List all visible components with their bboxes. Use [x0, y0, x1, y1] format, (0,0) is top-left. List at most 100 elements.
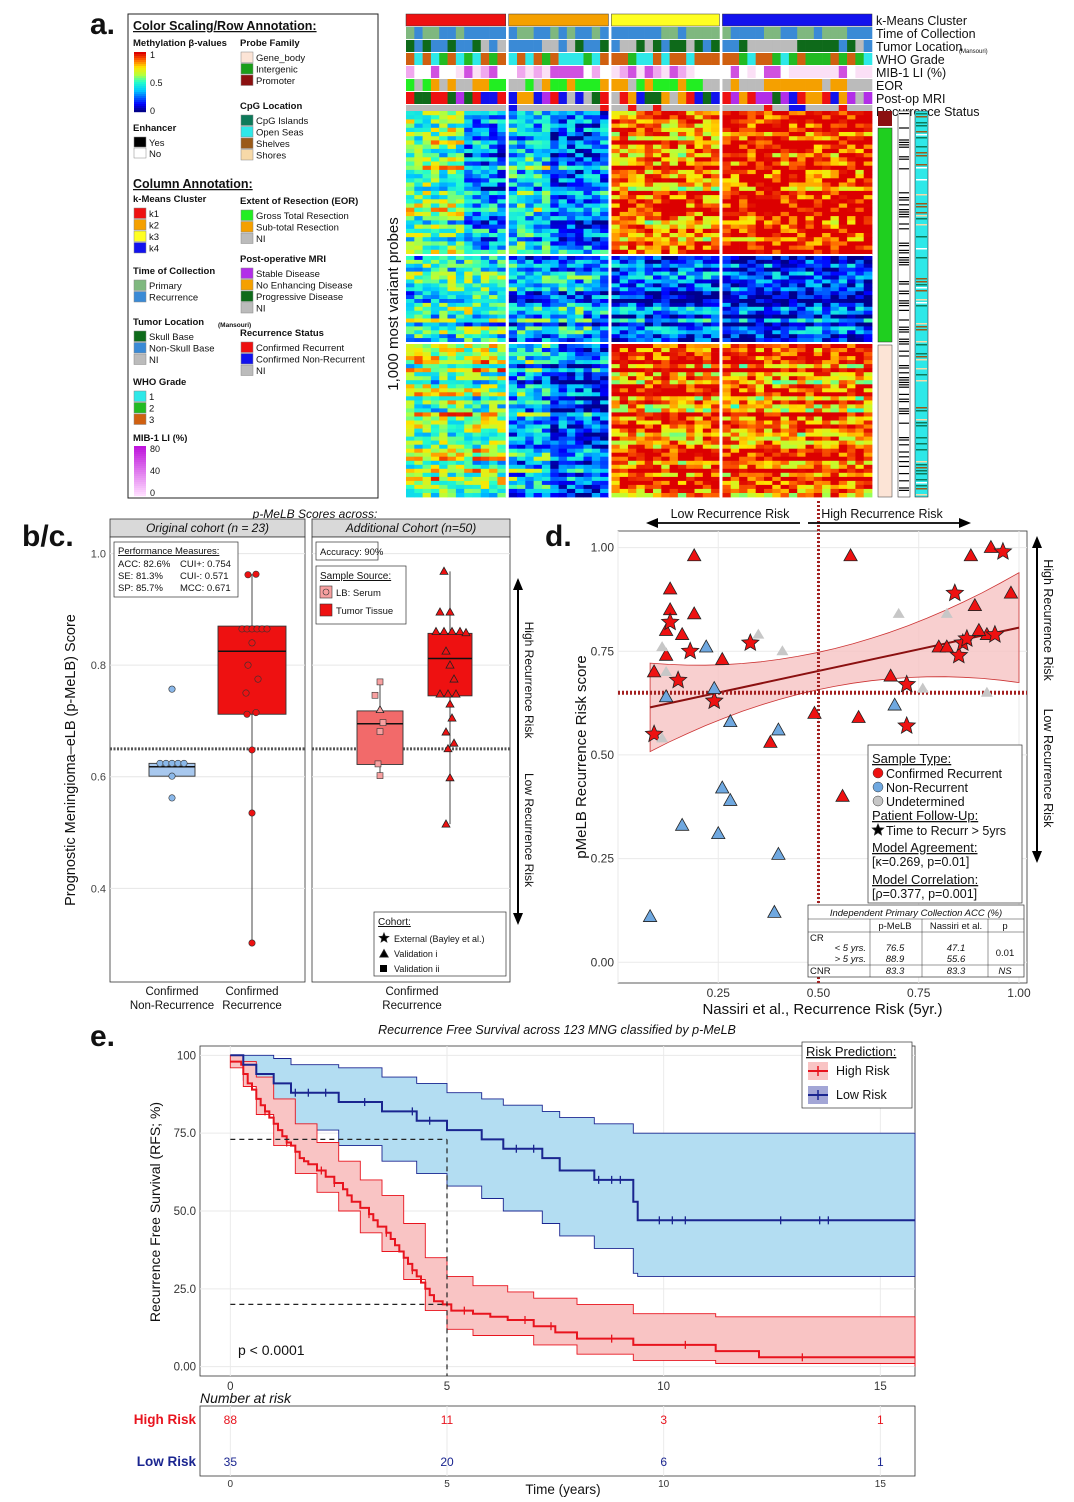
heatmap-cell [755, 287, 765, 292]
heatmap-cell [788, 338, 798, 343]
heatmap-cell [677, 224, 687, 230]
heatmap-cell [847, 220, 856, 225]
heatmap-cell [686, 157, 695, 162]
heatmap-cell [628, 267, 637, 272]
heatmap-cell [611, 271, 621, 276]
heatmap-cell [653, 144, 662, 150]
annotation-cell [430, 79, 440, 91]
heatmap-cell [464, 178, 473, 183]
heatmap-cell [489, 259, 498, 265]
heatmap-cell [755, 322, 765, 327]
heatmap-cell [636, 256, 645, 261]
heatmap-cell [480, 237, 490, 242]
heatmap-cell [747, 237, 757, 242]
heatmap-cell [430, 132, 440, 137]
heatmap-cell [533, 352, 543, 357]
heatmap-cell [780, 220, 790, 225]
heatmap-cell [439, 259, 448, 265]
heatmap-cell [764, 245, 773, 251]
heatmap-cell [838, 190, 848, 196]
heatmap-cell [813, 302, 823, 308]
heatmap-cell [455, 384, 465, 389]
heatmap-cell [636, 330, 645, 335]
heatmap-cell [694, 299, 704, 304]
heatmap-cell [686, 404, 695, 409]
heatmap-cell [644, 228, 654, 234]
heatmap-cell [575, 241, 584, 246]
heatmap-cell [472, 310, 482, 315]
heatmap-cell [489, 275, 498, 280]
annotation-cell [566, 53, 576, 65]
heatmap-cell [677, 199, 687, 204]
kmeans-swatch [133, 219, 147, 231]
heatmap-cell [813, 420, 823, 425]
heatmap-cell [497, 338, 507, 343]
annotation-cell [669, 27, 679, 39]
heatmap-cell [863, 241, 873, 246]
heatmap-cell [591, 165, 601, 171]
heatmap-cell [533, 127, 543, 133]
heatmap-cell [517, 314, 526, 319]
heatmap-cell [533, 271, 543, 276]
heatmap-cell [517, 356, 526, 361]
heatmap-cell [863, 267, 873, 272]
heatmap-cell [669, 299, 679, 304]
heatmap-cell [805, 182, 815, 188]
heatmap-cell [525, 211, 534, 217]
heatmap-cell [847, 384, 856, 389]
heatmap-cell [772, 132, 781, 137]
heatmap-cell [619, 356, 629, 361]
heatmap-cell [788, 318, 798, 323]
heatmap-cell [822, 364, 831, 369]
heatmap-cell [497, 203, 507, 209]
heatmap-cell [755, 256, 765, 261]
heatmap-cell [517, 259, 526, 265]
annotation-cell [711, 66, 720, 78]
heatmap-cell [863, 299, 873, 304]
annotation-cell [855, 92, 864, 104]
heatmap-cell [558, 372, 568, 377]
heatmap-cell [422, 334, 432, 339]
heatmap-cell [669, 314, 679, 319]
heatmap-cell [558, 352, 568, 357]
heatmap-cell [422, 256, 432, 261]
heatmap-cell [780, 291, 790, 296]
annotation-cell [847, 92, 856, 104]
heatmap-cell [780, 338, 790, 343]
heatmap-cell [636, 376, 645, 381]
heatmap-cell [755, 157, 765, 162]
heatmap-cell [439, 119, 448, 124]
heatmap-cell [464, 376, 473, 381]
heatmap-cell [430, 178, 440, 183]
heatmap-cell [822, 420, 831, 425]
heatmap-cell [805, 136, 815, 141]
heatmap-cell [439, 267, 448, 272]
heatmap-cell [830, 412, 840, 417]
heatmap-cell [694, 237, 704, 242]
heatmap-cell [472, 123, 482, 129]
heatmap-cell [414, 241, 423, 246]
heatmap-cell [508, 380, 518, 385]
heatmap-cell [788, 352, 798, 357]
heatmap-cell [628, 338, 637, 343]
heatmap-cell [755, 182, 765, 188]
heatmap-cell [414, 360, 423, 365]
annotation-cell [813, 92, 823, 104]
who-grade-label: 2 [149, 404, 154, 415]
heatmap-cell [669, 302, 679, 308]
heatmap-cell [830, 203, 840, 209]
heatmap-cell [747, 376, 757, 381]
heatmap-cell [797, 376, 806, 381]
heatmap-cell [702, 384, 712, 389]
heatmap-cell [430, 404, 440, 409]
heatmap-cell [508, 211, 518, 217]
heatmap-cell [730, 224, 740, 230]
heatmap-cell [406, 283, 415, 288]
heatmap-cell [686, 420, 695, 425]
heatmap-cell [764, 334, 773, 339]
heatmap-cell [583, 249, 593, 255]
heatmap-cell [661, 420, 670, 425]
heatmap-cell [780, 436, 790, 441]
heatmap-cell [464, 364, 473, 369]
heatmap-cell [711, 408, 720, 413]
